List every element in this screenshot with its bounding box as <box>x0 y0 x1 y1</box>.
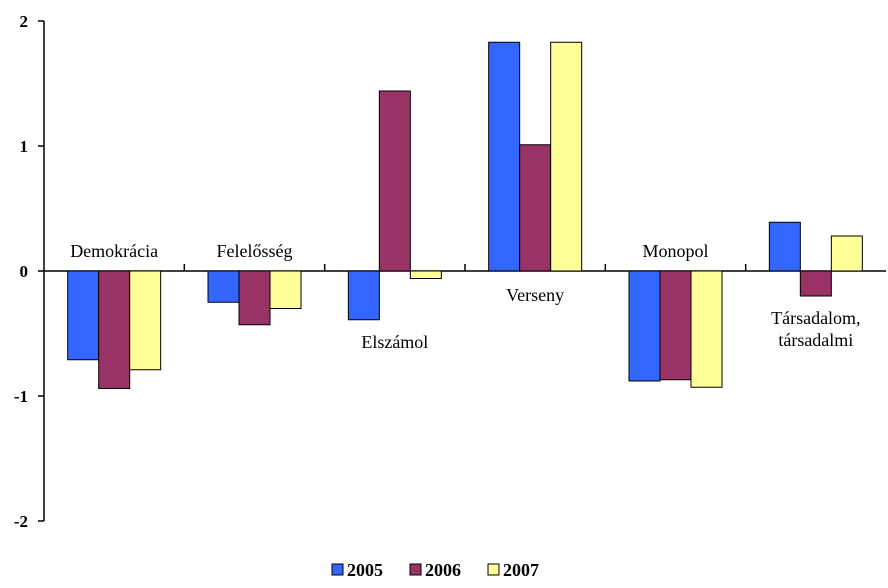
category-label: Elszámol <box>361 332 428 352</box>
category-label: Társadalom, társadalmi <box>771 308 860 350</box>
category-label-line: Monopol <box>642 241 708 261</box>
bar-2006-0 <box>98 270 131 389</box>
category-label-line: Demokrácia <box>70 241 158 261</box>
legend-label-2006: 2006 <box>425 560 461 580</box>
category-label-line: Elszámol <box>361 332 428 352</box>
y-tick-label: 1 <box>20 137 29 156</box>
bar-2005-3 <box>488 41 521 272</box>
legend-swatch-2006 <box>409 563 422 576</box>
bar-2006-1 <box>238 270 271 326</box>
bar-2007-4 <box>690 270 723 388</box>
bars <box>67 41 863 389</box>
y-tick-label: 2 <box>20 12 29 31</box>
legend-label-2005: 2005 <box>347 560 383 580</box>
category-label-line: Társadalom, <box>771 308 860 328</box>
bar-2005-2 <box>347 270 380 321</box>
category-label: Monopol <box>642 241 708 261</box>
bar-2005-4 <box>628 270 661 382</box>
legend-swatch-2007 <box>487 563 500 576</box>
bar-2007-1 <box>269 270 302 309</box>
category-label-line: Verseny <box>506 285 564 305</box>
axes: 2 1 0 -1 -2 <box>14 12 886 531</box>
bar-2006-5 <box>799 270 832 297</box>
y-tick-label: -2 <box>14 512 28 531</box>
category-label: Felelősség <box>217 241 293 261</box>
bar-2007-5 <box>830 235 863 272</box>
bar-2007-0 <box>129 270 162 371</box>
y-tick-label: -1 <box>14 387 28 406</box>
legend-swatch-2005 <box>331 563 344 576</box>
bar-2005-5 <box>768 221 801 272</box>
bar-2007-3 <box>550 41 583 272</box>
y-tick-label: 0 <box>20 262 29 281</box>
bar-2006-4 <box>659 270 692 381</box>
category-label-line: Felelősség <box>217 241 293 261</box>
category-label-line: társadalmi <box>778 330 853 350</box>
bar-2007-2 <box>409 270 442 279</box>
bar-2005-0 <box>67 270 100 361</box>
bar-2005-1 <box>207 270 240 303</box>
category-label: Demokrácia <box>70 241 158 261</box>
bar-2006-2 <box>378 90 411 272</box>
legend: 2005 2006 2007 <box>331 560 539 580</box>
category-label: Verseny <box>506 285 564 305</box>
category-labels: Demokrácia Felelősség Elszámol Verseny Monop… <box>70 241 860 352</box>
legend-label-2007: 2007 <box>503 560 539 580</box>
bar-2006-3 <box>519 144 552 272</box>
